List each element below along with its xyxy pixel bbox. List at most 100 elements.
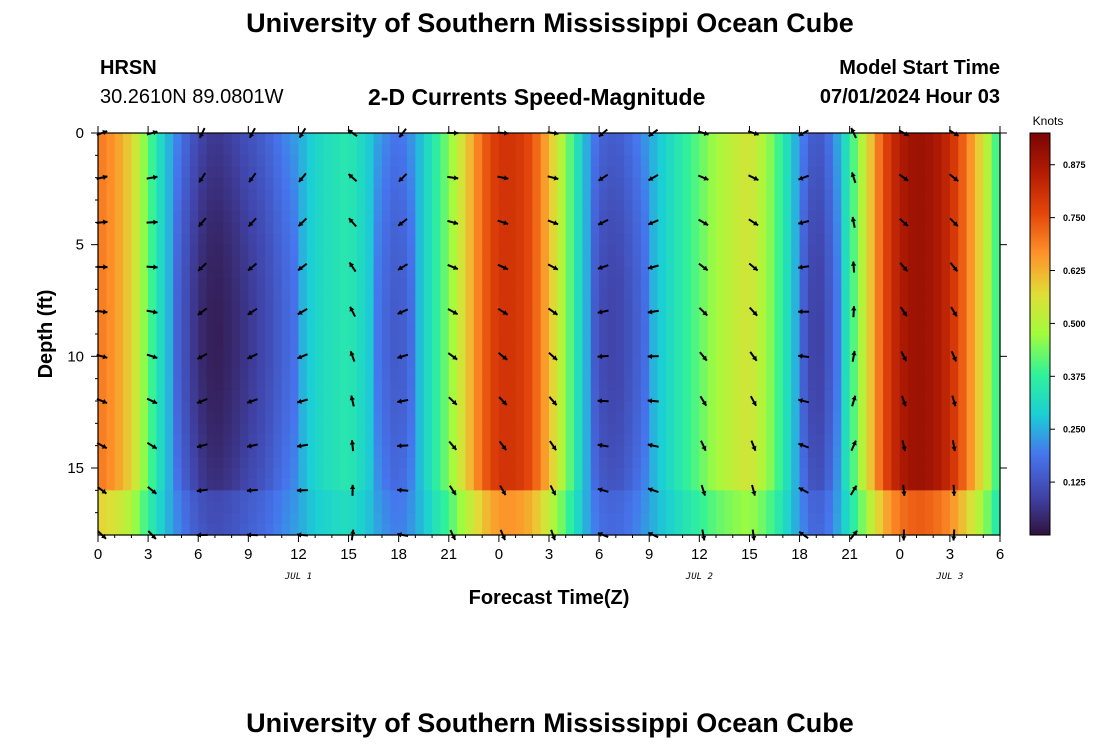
heatmap-cell bbox=[732, 244, 742, 257]
heatmap-cell bbox=[156, 401, 166, 413]
heatmap-cell bbox=[523, 200, 533, 212]
heatmap-cell bbox=[540, 490, 550, 503]
heatmap-cell bbox=[381, 166, 391, 179]
heatmap-cell bbox=[114, 445, 124, 458]
heatmap-cell bbox=[173, 345, 183, 357]
heatmap-cell bbox=[173, 211, 183, 223]
heatmap-cell bbox=[298, 490, 308, 503]
heatmap-cell bbox=[774, 412, 784, 424]
heatmap-cell bbox=[624, 144, 634, 156]
heatmap-cell bbox=[281, 322, 291, 335]
heatmap-cell bbox=[365, 211, 375, 223]
current-vector bbox=[146, 397, 158, 405]
heatmap-cell bbox=[448, 389, 458, 402]
heatmap-cell bbox=[440, 267, 450, 279]
heatmap-cell bbox=[966, 300, 976, 313]
heatmap-cell bbox=[515, 378, 525, 391]
heatmap-cell bbox=[340, 255, 350, 268]
heatmap-cell bbox=[448, 523, 458, 536]
heatmap-cell bbox=[131, 144, 141, 156]
heatmap-cell bbox=[983, 133, 993, 145]
heatmap-cell bbox=[265, 490, 274, 503]
heatmap-cell bbox=[682, 490, 692, 503]
heatmap-cell bbox=[983, 356, 993, 369]
vector-head bbox=[247, 443, 252, 449]
x-tick-label: 6 bbox=[595, 546, 603, 563]
vector-head bbox=[102, 399, 108, 404]
heatmap-cell bbox=[991, 300, 1001, 313]
heatmap-cell bbox=[114, 434, 124, 447]
heatmap-cell bbox=[966, 222, 976, 235]
heatmap-cell bbox=[574, 211, 584, 223]
heatmap-cell bbox=[315, 155, 325, 168]
heatmap-cell bbox=[874, 356, 884, 369]
current-vector bbox=[397, 443, 409, 449]
heatmap-cell bbox=[390, 523, 400, 536]
heatmap-cell bbox=[398, 356, 408, 369]
heatmap-cell bbox=[732, 334, 742, 346]
heatmap-cell bbox=[473, 512, 483, 525]
heatmap-cell bbox=[239, 479, 249, 491]
heatmap-cell bbox=[173, 445, 183, 458]
heatmap-cell bbox=[356, 445, 366, 458]
heatmap-cell bbox=[306, 445, 316, 458]
heatmap-cell bbox=[849, 512, 859, 525]
heatmap-cell bbox=[774, 188, 784, 201]
heatmap-cell bbox=[816, 166, 826, 179]
heatmap-cell bbox=[791, 200, 801, 212]
heatmap-cell bbox=[657, 144, 667, 156]
heatmap-cell bbox=[515, 233, 525, 246]
heatmap-cell bbox=[131, 155, 141, 168]
heatmap-cell bbox=[415, 445, 425, 458]
heatmap-cell bbox=[924, 211, 934, 223]
heatmap-cell bbox=[156, 188, 166, 201]
heatmap-cell bbox=[949, 378, 959, 391]
heatmap-cell bbox=[390, 401, 400, 413]
heatmap-cell bbox=[799, 434, 809, 447]
heatmap-cell bbox=[791, 177, 801, 190]
heatmap-cell bbox=[482, 133, 492, 145]
heatmap-cell bbox=[899, 177, 909, 190]
heatmap-cell bbox=[189, 345, 199, 357]
heatmap-cell bbox=[457, 166, 467, 179]
heatmap-cell bbox=[858, 512, 867, 525]
heatmap-cell bbox=[958, 334, 968, 346]
heatmap-cell bbox=[807, 468, 817, 480]
heatmap-cell bbox=[949, 389, 959, 402]
heatmap-cell bbox=[866, 389, 876, 402]
heatmap-cell bbox=[448, 200, 458, 212]
heatmap-cell bbox=[273, 255, 283, 268]
heatmap-cell bbox=[991, 423, 1001, 436]
heatmap-cell bbox=[974, 322, 984, 335]
y-tick-label: 0 bbox=[76, 125, 84, 142]
heatmap-cell bbox=[832, 133, 842, 145]
heatmap-cell bbox=[248, 345, 258, 357]
heatmap-cell bbox=[98, 501, 107, 514]
heatmap-cell bbox=[540, 200, 550, 212]
heatmap-cell bbox=[983, 345, 993, 357]
heatmap-cell bbox=[741, 278, 751, 290]
heatmap-cell bbox=[716, 222, 725, 235]
heatmap-cell bbox=[348, 300, 358, 313]
heatmap-cell bbox=[624, 445, 634, 458]
heatmap-cell bbox=[824, 267, 834, 279]
heatmap-cell bbox=[273, 468, 283, 480]
heatmap-cell bbox=[498, 479, 508, 491]
heatmap-cell bbox=[398, 401, 408, 413]
heatmap-cell bbox=[958, 412, 968, 424]
heatmap-cell bbox=[557, 412, 567, 424]
heatmap-cell bbox=[423, 267, 433, 279]
vector-head bbox=[552, 265, 558, 270]
heatmap-cell bbox=[807, 211, 817, 223]
current-vector bbox=[146, 441, 158, 450]
heatmap-cell bbox=[991, 378, 1001, 391]
heatmap-cell bbox=[123, 523, 133, 536]
heatmap-cell bbox=[716, 334, 725, 346]
heatmap-cell bbox=[682, 188, 692, 201]
heatmap-cell bbox=[615, 200, 625, 212]
chart-subtitle: 2-D Currents Speed-Magnitude bbox=[368, 84, 706, 110]
heatmap-cell bbox=[515, 412, 525, 424]
heatmap-cell bbox=[298, 423, 308, 436]
heatmap-cell bbox=[699, 188, 709, 201]
heatmap-cell bbox=[974, 523, 984, 536]
